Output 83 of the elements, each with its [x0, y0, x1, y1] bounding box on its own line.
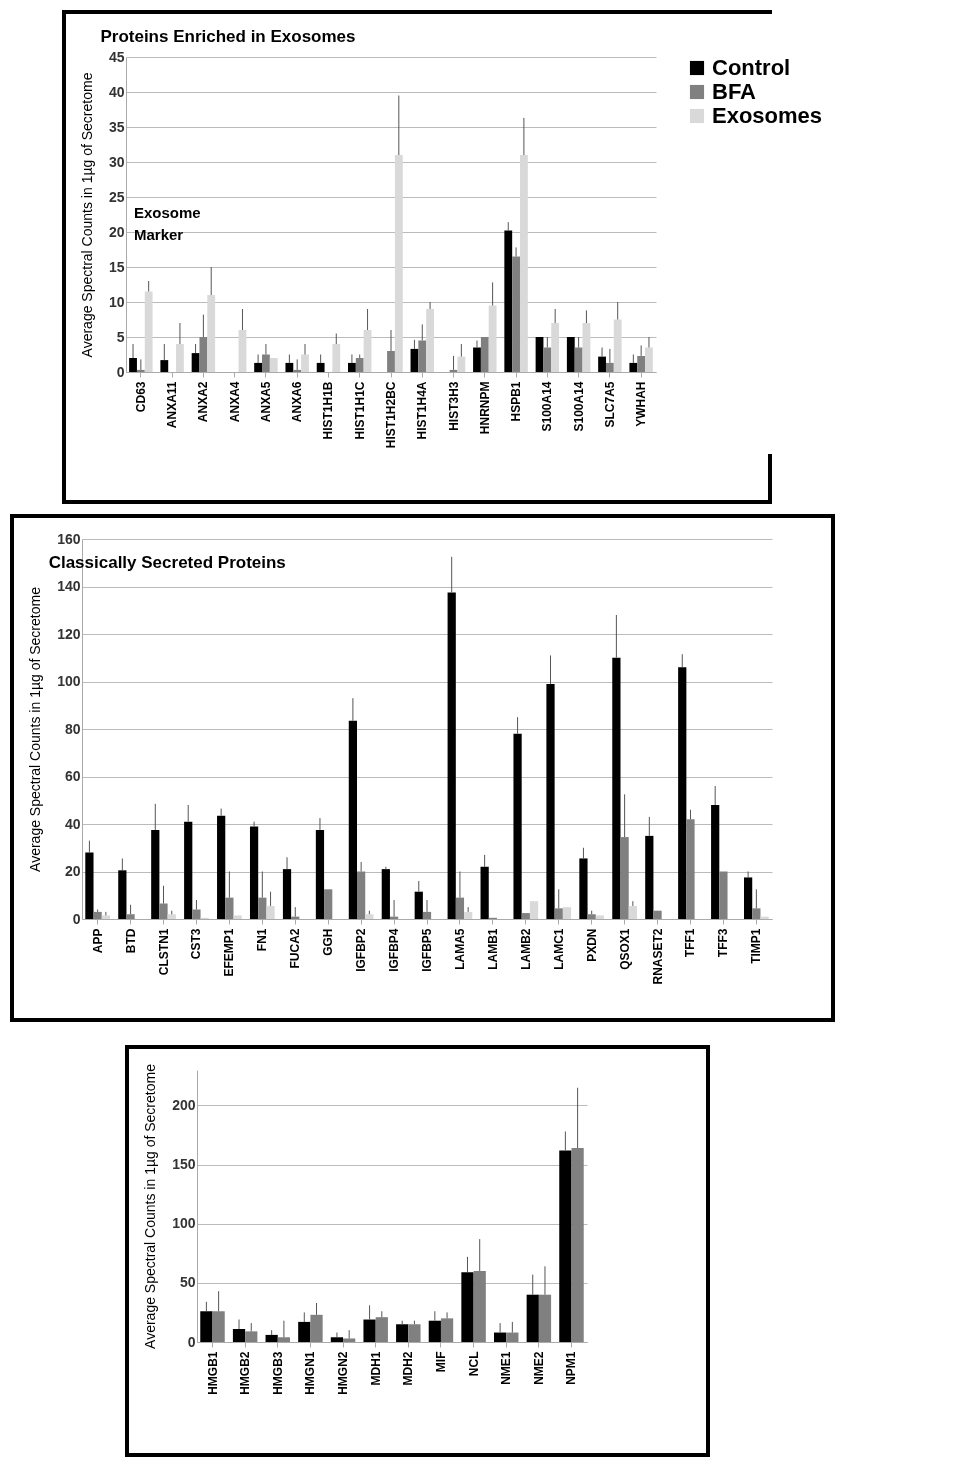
- x-tick-label: MDH2: [401, 1351, 416, 1386]
- y-tick-label: 0: [72, 910, 81, 927]
- x-tick-label: LAMC1: [551, 928, 566, 970]
- legend-label: Control: [712, 55, 791, 80]
- x-tick-label: ANXA11: [165, 381, 180, 429]
- x-tick-label: HMGB1: [205, 1351, 220, 1395]
- x-tick-label: YWHAH: [634, 381, 649, 427]
- text: Classically Secreted Proteins: [48, 553, 286, 572]
- y-tick-label: 40: [108, 83, 125, 100]
- x-tick-label: RNASET2: [650, 928, 665, 985]
- y-tick-label: 35: [108, 118, 125, 135]
- y-tick-label: 30: [108, 153, 125, 170]
- x-tick-label: TFF1: [683, 928, 698, 958]
- x-tick-label: HMGB2: [238, 1351, 253, 1395]
- x-tick-label: HIST1H4A: [415, 381, 430, 440]
- x-tick-label: BTD: [123, 928, 138, 954]
- y-tick-label: 25: [108, 188, 125, 205]
- x-tick-label: TIMP1: [749, 928, 764, 964]
- x-tick-label: PXDN: [584, 928, 599, 962]
- y-tick-label: 150: [172, 1156, 196, 1173]
- x-tick-label: LAMB1: [485, 928, 500, 970]
- x-tick-label: LAMB2: [518, 928, 533, 970]
- y-tick-label: 160: [57, 530, 81, 547]
- x-tick-label: NME1: [499, 1351, 514, 1385]
- x-tick-label: HIST1H1B: [321, 381, 336, 440]
- y-axis-title: Average Spectral Counts in 1µg of Secretome: [142, 1063, 159, 1349]
- y-tick-label: 200: [172, 1096, 196, 1113]
- x-tick-label: S100A14: [571, 381, 586, 432]
- y-tick-label: 10: [108, 293, 125, 310]
- chart-title: Proteins Enriched in Exosomes: [100, 27, 356, 46]
- y-tick-label: 140: [57, 578, 81, 594]
- x-tick-label: MDH1: [368, 1351, 383, 1386]
- x-tick-label: LAMA5: [452, 928, 467, 970]
- y-tick-label: 40: [64, 815, 81, 832]
- x-tick-label: NCL: [466, 1351, 481, 1377]
- y-tick-label: 120: [57, 625, 81, 642]
- x-tick-label: APP: [90, 928, 105, 954]
- y-tick-label: 0: [116, 363, 125, 380]
- x-tick-label: SLC7A5: [602, 381, 617, 428]
- annotation: Exosome Marker: [134, 203, 201, 243]
- legend-label: Exosomes: [712, 103, 823, 128]
- y-tick-label: 20: [64, 863, 81, 879]
- x-tick-label: HMGN2: [336, 1351, 351, 1395]
- y-tick-label: 80: [64, 720, 81, 737]
- x-tick-label: IGFBP2: [354, 928, 369, 972]
- y-axis-title: Average Spectral Counts in 1µg of Secretome: [78, 72, 95, 358]
- x-tick-label: FN1: [255, 928, 270, 952]
- x-tick-label: CLSTN1: [156, 928, 171, 976]
- x-tick-label: ANXA4: [227, 381, 242, 423]
- y-tick-label: 100: [57, 673, 81, 689]
- y-tick-label: 15: [108, 258, 125, 275]
- y-tick-label: 60: [64, 768, 81, 784]
- x-tick-label: HIST1H2BC: [384, 381, 398, 449]
- y-axis-title: Average Spectral Counts in 1µg of Secretome: [27, 586, 44, 872]
- x-tick-label: TFF3: [716, 928, 731, 958]
- x-tick-label: NPM1: [564, 1351, 579, 1385]
- x-tick-label: FUCA2: [288, 928, 303, 969]
- x-tick-label: ANXA6: [290, 381, 305, 423]
- y-tick-label: 20: [108, 223, 125, 240]
- x-tick-label: HMGN1: [303, 1351, 318, 1395]
- legend-label: BFA: [712, 79, 757, 104]
- x-tick-label: ANXA2: [196, 381, 211, 423]
- x-tick-label: NME2: [531, 1351, 546, 1385]
- y-tick-label: 5: [116, 328, 125, 345]
- y-tick-label: 45: [108, 48, 125, 65]
- x-tick-label: HSPB1: [509, 381, 524, 422]
- x-tick-label: HNRNPM: [477, 381, 492, 435]
- x-tick-label: GGH: [321, 928, 336, 956]
- x-tick-label: QSOX1: [617, 928, 632, 970]
- x-tick-label: MIF: [433, 1351, 448, 1373]
- x-tick-label: HIST3H3: [446, 381, 461, 431]
- y-tick-label: 100: [172, 1215, 196, 1232]
- x-tick-label: S100A14: [540, 381, 555, 432]
- x-tick-label: IGFBP5: [420, 928, 434, 972]
- x-tick-label: HMGB3: [270, 1351, 285, 1395]
- x-tick-label: ANXA5: [258, 381, 273, 423]
- y-tick-label: 0: [187, 1333, 196, 1350]
- y-tick-label: 50: [179, 1274, 196, 1291]
- x-tick-label: EFEMP1: [222, 928, 237, 977]
- x-tick-label: IGFBP4: [387, 928, 402, 972]
- x-tick-label: CST3: [189, 928, 204, 960]
- x-tick-label: CD63: [133, 381, 148, 413]
- x-tick-label: HIST1H1C: [352, 381, 367, 440]
